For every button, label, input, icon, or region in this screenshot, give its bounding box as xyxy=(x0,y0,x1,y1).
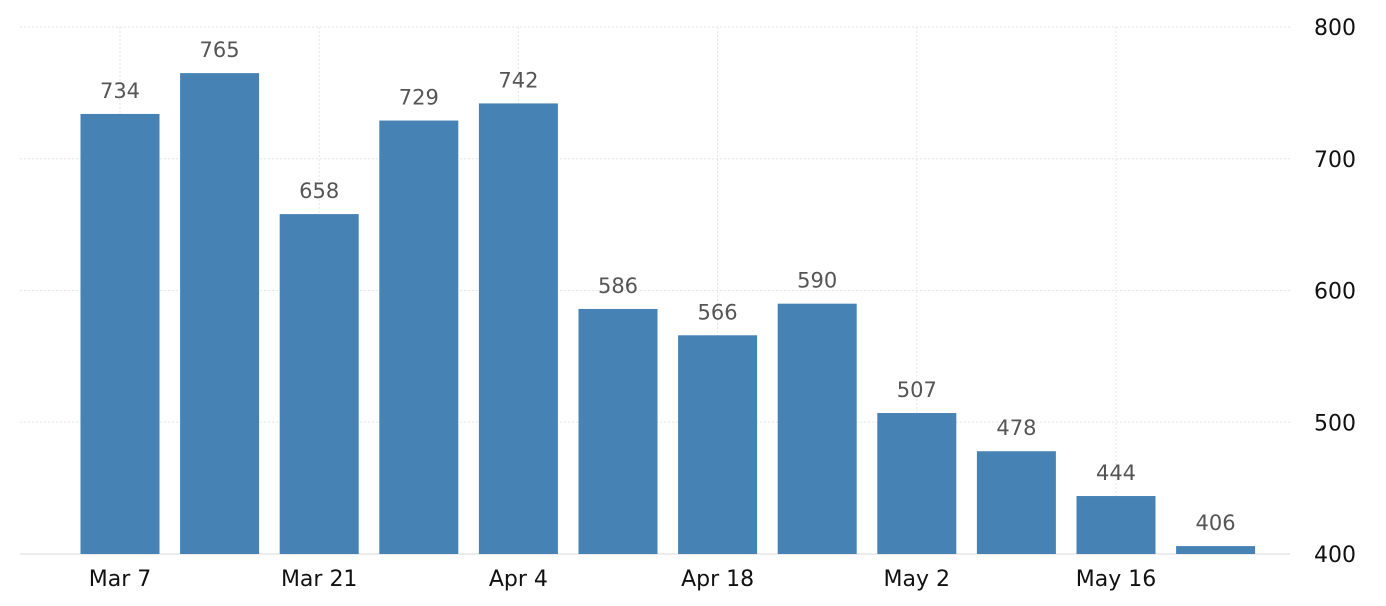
bar-mar-21 xyxy=(279,214,359,554)
y-tick-label: 500 xyxy=(1314,411,1356,436)
data-label: 734 xyxy=(100,79,140,103)
bar-may-23 xyxy=(1176,546,1256,554)
x-tick-label: Apr 18 xyxy=(681,567,754,592)
data-label: 765 xyxy=(200,38,240,62)
bar-may-16 xyxy=(1076,496,1156,554)
y-tick-label: 800 xyxy=(1314,16,1356,41)
x-tick-label: Mar 7 xyxy=(89,567,152,592)
data-label: 406 xyxy=(1196,511,1236,535)
bar-mar-7 xyxy=(80,113,160,554)
data-label: 444 xyxy=(1096,461,1136,485)
data-label: 590 xyxy=(797,269,837,293)
y-tick-label: 600 xyxy=(1314,280,1356,305)
x-tick-label: Apr 4 xyxy=(489,567,548,592)
bar-apr-18 xyxy=(678,335,758,554)
data-label: 586 xyxy=(598,274,638,298)
data-label: 658 xyxy=(299,179,339,203)
data-label: 566 xyxy=(698,300,738,324)
bars-layer xyxy=(80,73,1256,555)
bar-may-9 xyxy=(976,451,1056,554)
data-labels-layer: 734 765 658 729 742 586 566 590 507 478 444 406 xyxy=(100,38,1236,535)
data-label: 742 xyxy=(498,68,538,92)
bar-apr-4 xyxy=(478,103,558,554)
data-label: 507 xyxy=(897,378,937,402)
y-axis: 400 500 600 700 800 xyxy=(1314,16,1356,568)
bar-may-2 xyxy=(877,413,957,554)
bar-mar-28 xyxy=(379,120,459,554)
x-tick-label: Mar 21 xyxy=(281,567,358,592)
bar-mar-14 xyxy=(180,73,260,555)
bar-apr-11 xyxy=(578,308,658,554)
x-tick-label: May 2 xyxy=(884,567,950,592)
y-tick-label: 700 xyxy=(1314,148,1356,173)
y-tick-label: 400 xyxy=(1314,543,1356,568)
x-tick-label: May 16 xyxy=(1076,567,1156,592)
data-label: 478 xyxy=(996,416,1036,440)
x-axis: Mar 7 Mar 21 Apr 4 Apr 18 May 2 May 16 xyxy=(89,567,1156,592)
bar-apr-25 xyxy=(777,303,857,554)
data-label: 729 xyxy=(399,86,439,110)
